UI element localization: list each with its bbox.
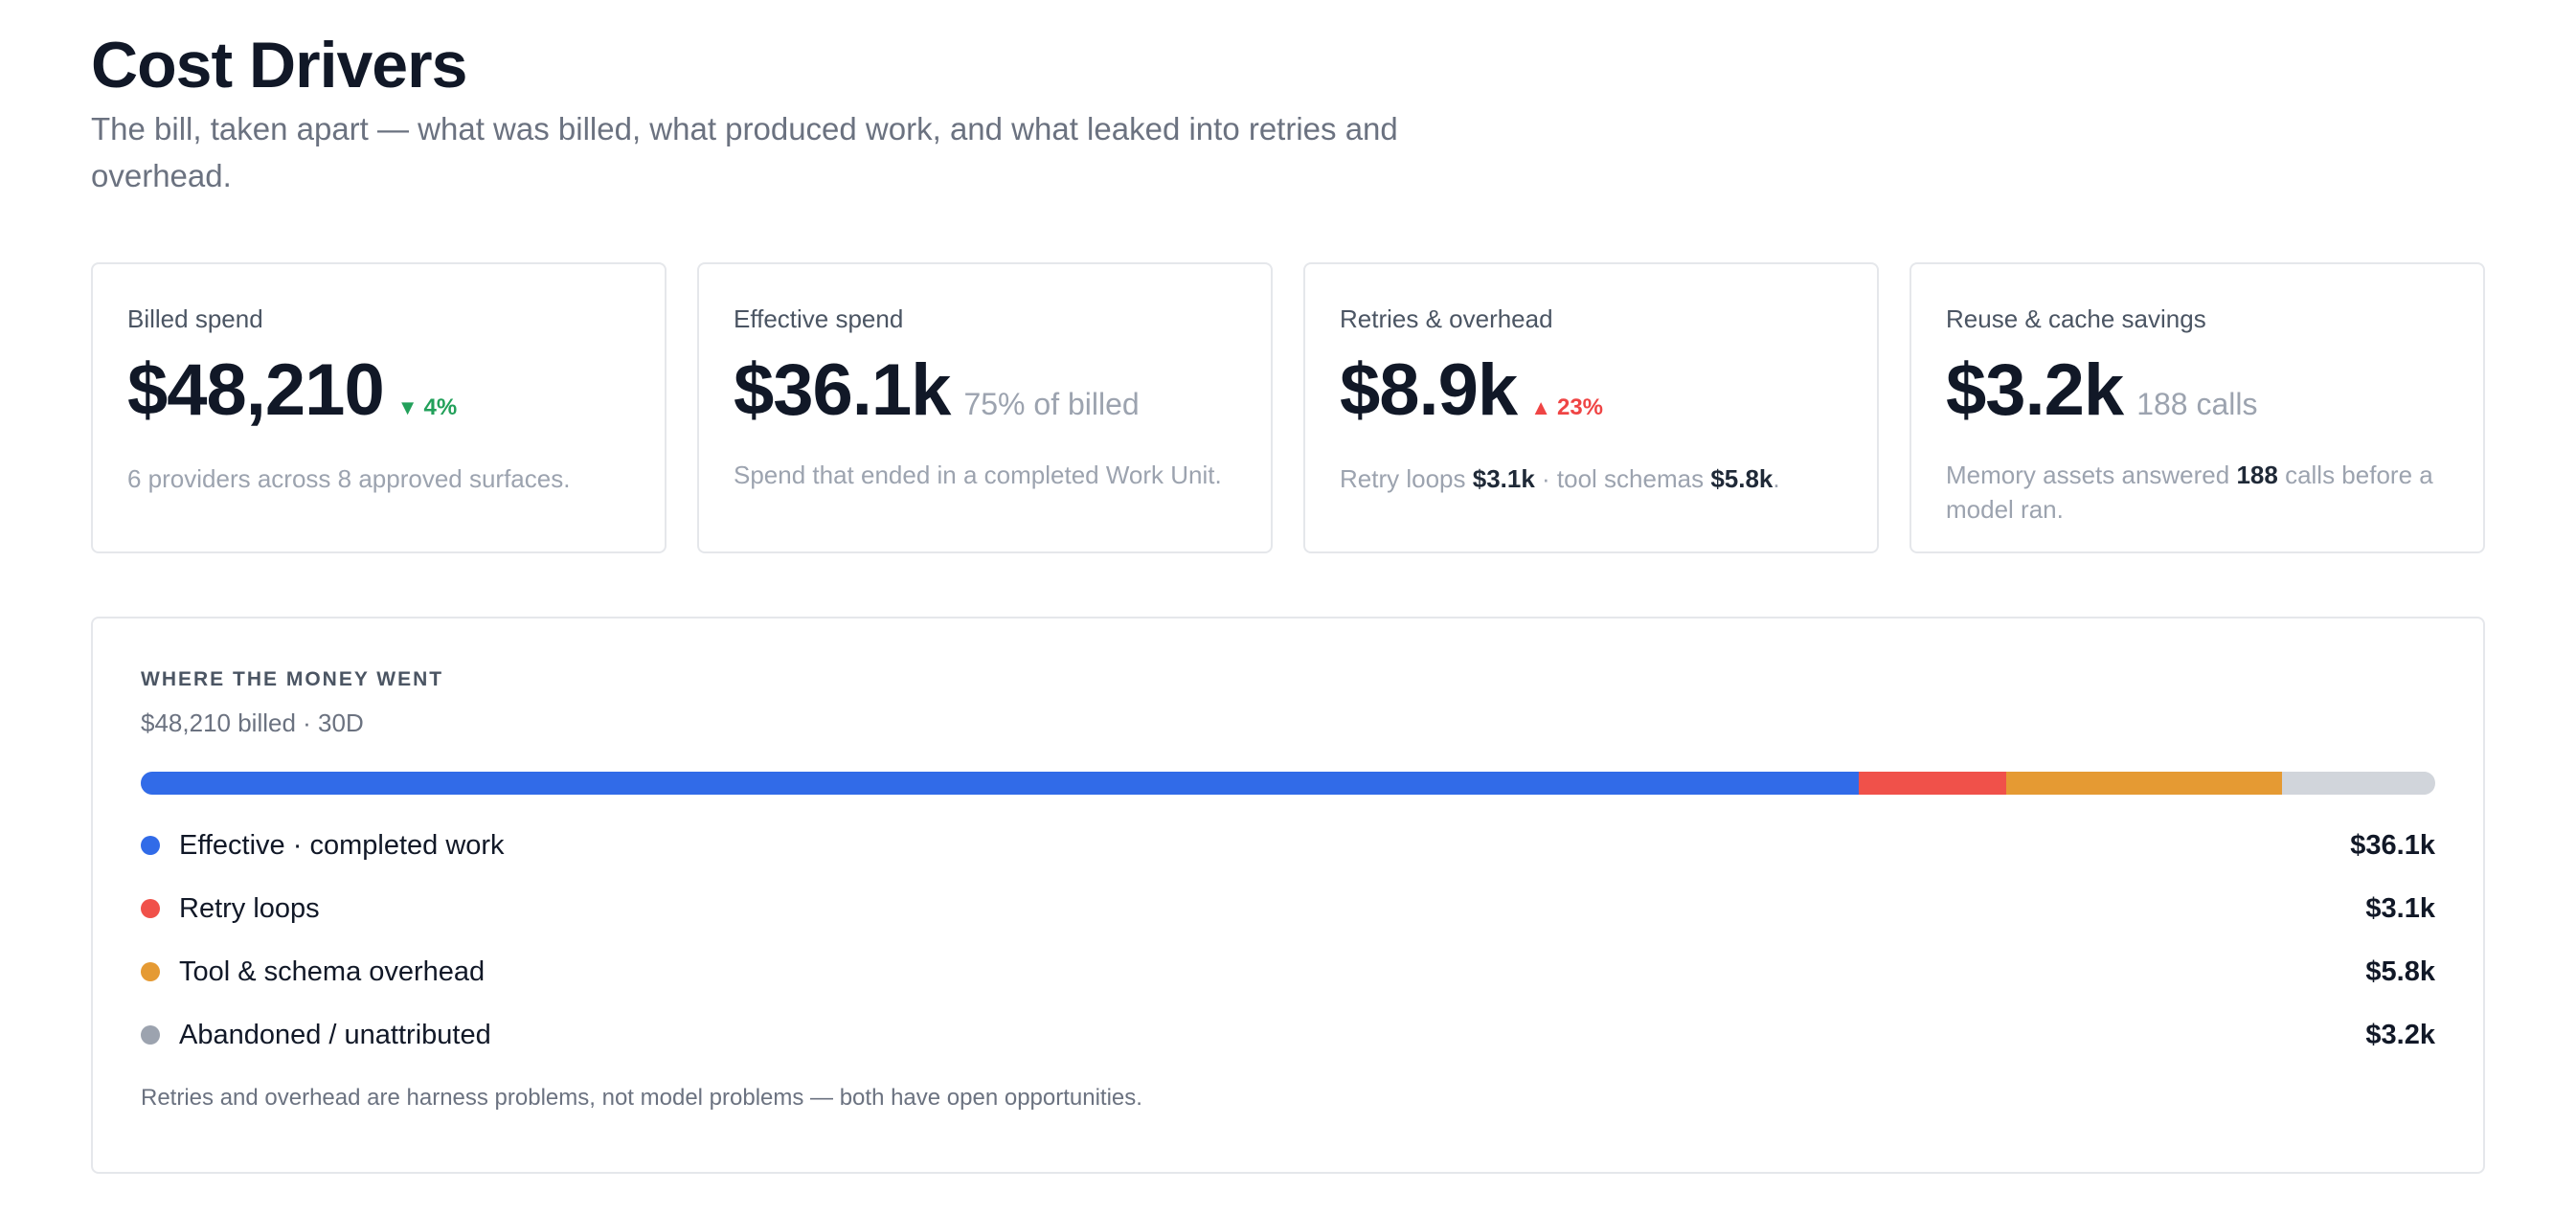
legend-row-abandoned: Abandoned / unattributed $3.2k bbox=[141, 1003, 2435, 1067]
delta-badge: ▼ 4% bbox=[397, 370, 457, 446]
legend-label: Effective · completed work bbox=[179, 829, 505, 861]
legend-value: $36.1k bbox=[2350, 829, 2435, 861]
money-breakdown-panel: WHERE THE MONEY WENT $48,210 billed · 30… bbox=[91, 617, 2485, 1174]
metric-card-reuse-cache-savings: Reuse & cache savings $3.2k 188 calls Me… bbox=[1909, 262, 2485, 553]
triangle-up-icon: ▲ bbox=[1530, 395, 1551, 419]
card-description: Retry loops $3.1k · tool schemas $5.8k. bbox=[1340, 461, 1842, 496]
legend-label: Retry loops bbox=[179, 892, 320, 924]
legend-row-tool-schema-overhead: Tool & schema overhead $5.8k bbox=[141, 940, 2435, 1003]
desc-text: . bbox=[1773, 464, 1780, 493]
card-label: Reuse & cache savings bbox=[1946, 304, 2206, 333]
tool-schemas-amount: $5.8k bbox=[1710, 464, 1774, 493]
metric-card-retries-overhead: Retries & overhead $8.9k ▲ 23% Retry loo… bbox=[1303, 262, 1879, 553]
legend-value: $3.2k bbox=[2365, 1019, 2435, 1050]
legend-row-effective: Effective · completed work $36.1k bbox=[141, 814, 2435, 877]
card-label: Billed spend bbox=[127, 304, 263, 333]
delta-value: 4% bbox=[423, 394, 458, 420]
legend-value: $3.1k bbox=[2365, 892, 2435, 924]
triangle-down-icon: ▼ bbox=[396, 395, 418, 419]
desc-text: Memory assets answered bbox=[1946, 461, 2237, 489]
panel-footnote: Retries and overhead are harness problem… bbox=[141, 1085, 1142, 1111]
card-label: Effective spend bbox=[734, 304, 904, 333]
calls-count: 188 bbox=[2236, 461, 2278, 489]
metric-card-effective-spend: Effective spend $36.1k 75% of billed Spe… bbox=[697, 262, 1273, 553]
delta-badge: ▲ 23% bbox=[1530, 370, 1603, 446]
card-description: Spend that ended in a completed Work Uni… bbox=[734, 461, 1222, 489]
card-value-row: $36.1k 75% of billed bbox=[734, 352, 1236, 442]
retry-loops-amount: $3.1k bbox=[1472, 464, 1535, 493]
bar-segment-tool-schema-overhead bbox=[2006, 772, 2283, 795]
stacked-spend-bar bbox=[141, 772, 2435, 795]
card-description: Memory assets answered 188 calls before … bbox=[1946, 458, 2449, 527]
bar-segment-abandoned bbox=[2282, 772, 2435, 795]
delta-value: 23% bbox=[1556, 394, 1604, 420]
legend-dot bbox=[141, 1025, 160, 1045]
desc-text: · tool schemas bbox=[1534, 464, 1711, 493]
legend-label: Abandoned / unattributed bbox=[179, 1019, 491, 1050]
card-value: $3.2k bbox=[1946, 349, 2124, 431]
legend-dot bbox=[141, 899, 160, 918]
legend-value: $5.8k bbox=[2365, 955, 2435, 987]
card-value-row: $48,210 ▼ 4% bbox=[127, 352, 630, 446]
breakdown-legend: Effective · completed work $36.1k Retry … bbox=[141, 814, 2435, 1067]
card-value: $36.1k bbox=[734, 349, 951, 431]
page-title: Cost Drivers bbox=[91, 29, 467, 101]
metric-card-billed-spend: Billed spend $48,210 ▼ 4% 6 providers ac… bbox=[91, 262, 667, 553]
page-subtitle: The bill, taken apart — what was billed,… bbox=[91, 111, 1398, 193]
metric-cards: Billed spend $48,210 ▼ 4% 6 providers ac… bbox=[91, 262, 2485, 553]
panel-subtitle: $48,210 billed · 30D bbox=[141, 708, 364, 737]
desc-text: calls before a model ran. bbox=[1946, 461, 2433, 524]
desc-text: Retry loops bbox=[1340, 464, 1473, 493]
cost-drivers-page: Cost Drivers The bill, taken apart — wha… bbox=[91, 29, 2485, 1174]
bar-segment-retry-loops bbox=[1859, 772, 2007, 795]
legend-dot bbox=[141, 962, 160, 981]
card-aside: 75% of billed bbox=[963, 387, 1140, 421]
bar-segment-effective bbox=[141, 772, 1860, 795]
card-value: $8.9k bbox=[1340, 349, 1518, 431]
card-value: $48,210 bbox=[127, 349, 385, 431]
panel-eyebrow: WHERE THE MONEY WENT bbox=[141, 668, 444, 690]
card-aside: 188 calls bbox=[2136, 387, 2258, 421]
legend-label: Tool & schema overhead bbox=[179, 955, 486, 987]
card-value-row: $8.9k ▲ 23% bbox=[1340, 352, 1842, 446]
card-label: Retries & overhead bbox=[1340, 304, 1553, 333]
card-description: 6 providers across 8 approved surfaces. bbox=[127, 464, 571, 493]
card-value-row: $3.2k 188 calls bbox=[1946, 352, 2449, 442]
legend-dot bbox=[141, 836, 160, 855]
legend-row-retry-loops: Retry loops $3.1k bbox=[141, 877, 2435, 940]
